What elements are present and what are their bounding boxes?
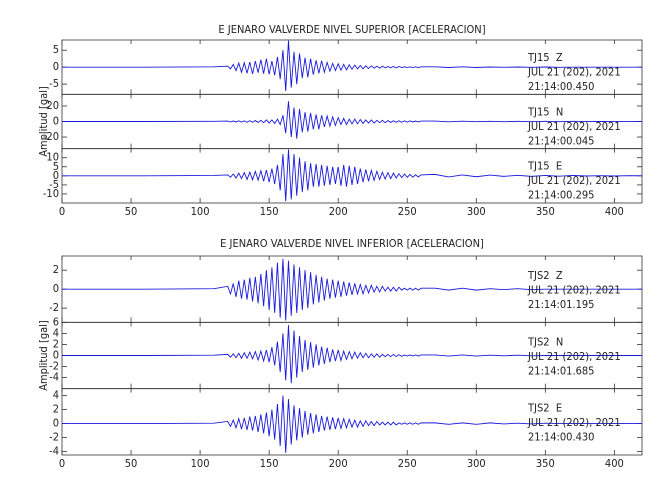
y-tick-label: 0 bbox=[53, 349, 59, 362]
station-label: TJ15 N bbox=[527, 105, 563, 118]
x-tick-label: 250 bbox=[398, 205, 417, 218]
y-tick-label: 2 bbox=[53, 337, 59, 350]
trace bbox=[62, 258, 642, 321]
y-axis-label: Amplitud [gal] bbox=[37, 320, 50, 391]
y-tick-label: 0 bbox=[53, 282, 59, 295]
date-label: JUL 21 (202), 2021 bbox=[527, 174, 621, 187]
panel-frame bbox=[61, 388, 643, 456]
x-tick-label: 400 bbox=[605, 205, 624, 218]
y-tick-label: -4 bbox=[49, 371, 59, 384]
y-tick-label: -5 bbox=[49, 178, 59, 191]
y-tick-label: 2 bbox=[53, 263, 59, 276]
trace bbox=[62, 325, 642, 384]
time-label: 21:14:00.430 bbox=[528, 431, 594, 444]
y-tick-label: -2 bbox=[49, 360, 59, 373]
x-tick-label: 200 bbox=[329, 205, 348, 218]
y-tick-label: -2 bbox=[49, 431, 59, 444]
station-label: TJS2 N bbox=[527, 335, 563, 348]
y-tick-label: 5 bbox=[53, 160, 59, 173]
x-tick-label: 50 bbox=[125, 205, 138, 218]
y-tick-label: -5 bbox=[49, 77, 59, 90]
y-tick-label: 0 bbox=[53, 60, 59, 73]
y-tick-label: -2 bbox=[49, 301, 59, 314]
x-tick-label: 0 bbox=[59, 205, 65, 218]
y-axis-label: Amplitud [gal] bbox=[37, 86, 50, 157]
y-tick-label: 4 bbox=[53, 389, 59, 402]
y-tick-label: -20 bbox=[43, 130, 59, 143]
y-tick-label: -4 bbox=[49, 445, 59, 458]
x-tick-label: 200 bbox=[329, 457, 348, 470]
trace bbox=[62, 40, 642, 91]
y-tick-label: 0 bbox=[53, 169, 59, 182]
y-tick-label: 2 bbox=[53, 403, 59, 416]
x-tick-label: 150 bbox=[260, 457, 279, 470]
date-label: JUL 21 (202), 2021 bbox=[527, 120, 621, 133]
x-tick-label: 100 bbox=[191, 205, 210, 218]
trace bbox=[62, 149, 643, 202]
date-label: JUL 21 (202), 2021 bbox=[527, 65, 621, 78]
station-label: TJ15 E bbox=[527, 160, 562, 173]
x-tick-label: 300 bbox=[467, 457, 486, 470]
date-label: JUL 21 (202), 2021 bbox=[527, 416, 621, 429]
time-label: 21:14:01.685 bbox=[528, 364, 594, 377]
time-label: 21:14:00.295 bbox=[528, 189, 594, 202]
time-label: 21:14:00.045 bbox=[528, 134, 594, 147]
y-tick-label: 0 bbox=[53, 417, 59, 430]
chart-title: E JENARO VALVERDE NIVEL SUPERIOR [ACELER… bbox=[218, 23, 485, 36]
time-label: 21:14:01.195 bbox=[528, 298, 594, 311]
x-tick-label: 300 bbox=[467, 205, 486, 218]
chart-title: E JENARO VALVERDE NIVEL INFERIOR [ACELER… bbox=[220, 237, 484, 250]
x-tick-label: 150 bbox=[260, 205, 279, 218]
trace bbox=[62, 101, 643, 139]
y-tick-label: 0 bbox=[53, 115, 59, 128]
y-tick-label: 4 bbox=[53, 326, 59, 339]
y-tick-label: 10 bbox=[46, 151, 59, 164]
y-tick-label: 20 bbox=[46, 99, 59, 112]
x-tick-label: 250 bbox=[398, 457, 417, 470]
date-label: JUL 21 (202), 2021 bbox=[527, 284, 621, 297]
x-tick-label: 50 bbox=[125, 457, 138, 470]
y-tick-label: 6 bbox=[53, 315, 59, 328]
station-label: TJ15 Z bbox=[527, 51, 563, 64]
x-tick-label: 100 bbox=[191, 457, 210, 470]
time-label: 21:14:00.450 bbox=[528, 80, 594, 93]
x-tick-label: 400 bbox=[605, 457, 624, 470]
trace bbox=[62, 395, 642, 453]
date-label: JUL 21 (202), 2021 bbox=[527, 350, 621, 363]
y-tick-label: 5 bbox=[53, 43, 59, 56]
x-tick-label: 350 bbox=[536, 205, 555, 218]
station-label: TJS2 E bbox=[527, 402, 562, 415]
x-tick-label: 0 bbox=[59, 457, 65, 470]
x-tick-label: 350 bbox=[536, 457, 555, 470]
station-label: TJS2 Z bbox=[527, 269, 563, 282]
y-tick-label: -10 bbox=[43, 187, 59, 200]
